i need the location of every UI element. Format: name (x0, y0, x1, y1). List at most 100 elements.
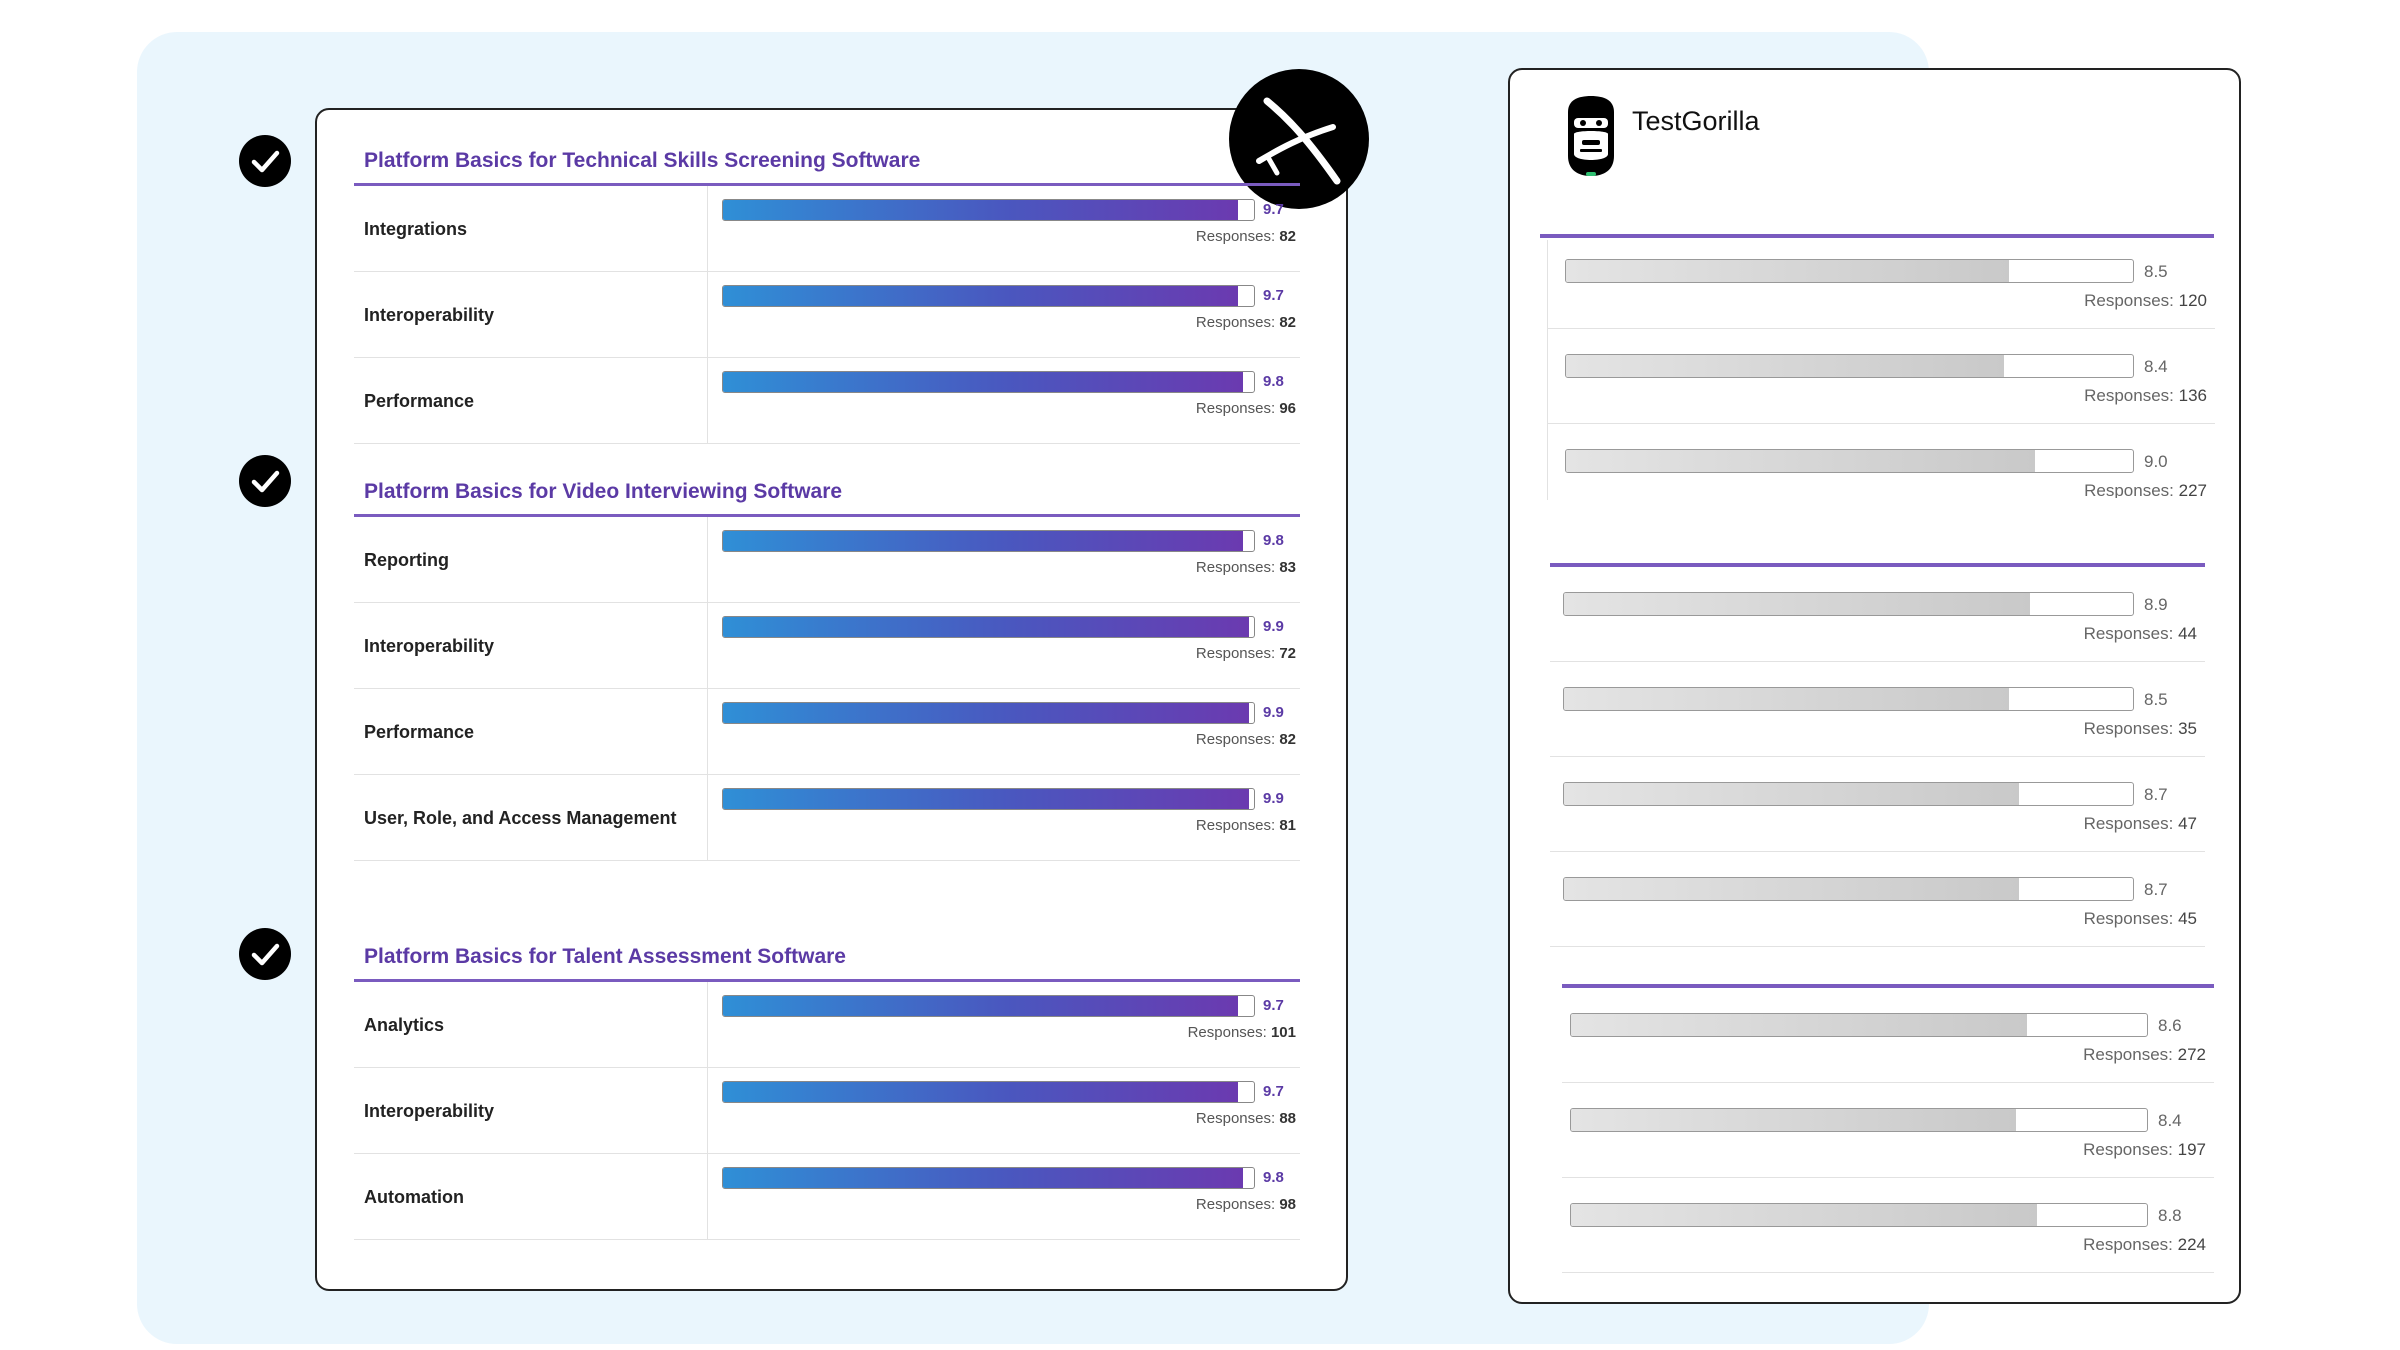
table-row: Performance 9.8 Responses: 96 (354, 358, 1300, 444)
bar-value-label: 9.7 (1263, 997, 1284, 1014)
responses-prefix: Responses: (1195, 731, 1280, 748)
responses-count: 82 (1279, 314, 1296, 331)
responses-label: Responses: 82 (1196, 731, 1296, 748)
table-row: 8.8 Responses: 224 (1562, 1178, 2214, 1273)
bar-track (722, 1081, 1255, 1103)
bar (723, 531, 1244, 551)
responses-count: 72 (1279, 645, 1296, 662)
table-row: 9.0 Responses: 227 (1547, 424, 2215, 498)
brand-name: TestGorilla (1632, 106, 1760, 136)
bar-value-label: 9.8 (1263, 373, 1284, 390)
bar-track (722, 285, 1255, 307)
bar (1571, 1204, 2038, 1226)
right-section-1 (1540, 234, 2214, 238)
table-row: 8.7 Responses: 47 (1550, 757, 2205, 852)
bar (723, 1082, 1239, 1102)
row-label: Interoperability (364, 636, 495, 656)
table-row: User, Role, and Access Management 9.9 Resp… (354, 775, 1300, 861)
responses-label: Responses: 35 (2084, 719, 2197, 739)
table-row: 8.4 Responses: 136 (1547, 329, 2215, 424)
row-label: Interoperability (364, 305, 495, 325)
bar (1566, 355, 2005, 377)
table-row: 8.4 Responses: 197 (1562, 1083, 2214, 1178)
bar (1564, 593, 2030, 615)
bar-rows: Analytics 9.7 Responses: 101 Interoperabili… (354, 982, 1300, 1240)
table-row: Automation 9.8 Responses: 98 (354, 1154, 1300, 1240)
responses-label: Responses: 120 (2084, 291, 2207, 311)
section-technical-skills: Platform Basics for Technical Skills Scr… (354, 136, 1300, 444)
check-circle-icon (239, 928, 291, 980)
responses-label: Responses: 81 (1196, 817, 1296, 834)
bar-track (722, 616, 1255, 638)
responses-count: 35 (2178, 719, 2197, 738)
responses-prefix: Responses: (1195, 559, 1280, 576)
column-divider (707, 1154, 708, 1239)
bar-value-label: 9.7 (1263, 201, 1284, 218)
responses-label: Responses: 82 (1196, 314, 1296, 331)
responses-label: Responses: 272 (2083, 1045, 2206, 1065)
section-title: Platform Basics for Video Interviewing S… (354, 467, 1300, 517)
bar-value-label: 9.7 (1263, 287, 1284, 304)
bar (723, 617, 1249, 637)
column-divider (707, 689, 708, 774)
responses-prefix: Responses: (1187, 1024, 1271, 1041)
bar-value-label: 8.6 (2158, 1016, 2182, 1035)
bar-track (722, 995, 1255, 1017)
table-row: 8.6 Responses: 272 (1562, 988, 2214, 1083)
table-row: Integrations 9.7 Responses: 82 (354, 186, 1300, 272)
bar-track (1563, 592, 2134, 616)
bar (723, 789, 1249, 809)
bar-rows: Reporting 9.8 Responses: 83 Interoperabilit… (354, 517, 1300, 861)
bar (723, 200, 1239, 220)
column-divider (707, 186, 708, 271)
responses-count: 272 (2177, 1045, 2206, 1064)
section-accent-line (1550, 563, 2205, 567)
bar-value-label: 9.8 (1263, 1169, 1284, 1186)
bar-track (1570, 1108, 2148, 1132)
row-label: Automation (364, 1187, 464, 1207)
responses-prefix: Responses: (1195, 817, 1280, 834)
responses-prefix: Responses: (1195, 400, 1280, 417)
responses-count: 88 (1279, 1110, 1296, 1127)
bar (1571, 1014, 2027, 1036)
bar-value-label: 8.7 (2144, 785, 2168, 804)
bar (1571, 1109, 2017, 1131)
responses-label: Responses: 227 (2084, 481, 2207, 498)
responses-label: Responses: 96 (1196, 400, 1296, 417)
table-row: 8.9 Responses: 44 (1550, 567, 2205, 662)
gorilla-logo-icon (1562, 94, 1620, 178)
responses-label: Responses: 83 (1196, 559, 1296, 576)
column-divider (707, 358, 708, 443)
responses-prefix: Responses: (1195, 645, 1280, 662)
responses-prefix: Responses: (1195, 1110, 1280, 1127)
bar-track (722, 199, 1255, 221)
row-label: Integrations (364, 219, 468, 239)
section-video-interviewing: Platform Basics for Video Interviewing S… (354, 467, 1300, 861)
bar-track (722, 1167, 1255, 1189)
bar (1564, 688, 2009, 710)
row-label: Performance (364, 391, 475, 411)
responses-label: Responses: 98 (1196, 1196, 1296, 1213)
row-label: User, Role, and Access Management (364, 808, 677, 828)
bar-rows: 8.5 Responses: 120 8.4 Responses: 136 9.0 Res… (1547, 234, 2215, 498)
responses-count: 120 (2178, 291, 2207, 310)
responses-prefix: Responses: (2083, 719, 2179, 738)
bar-rows: 8.6 Responses: 272 8.4 Responses: 197 8.8 Res… (1562, 988, 2214, 1273)
bar-track (1570, 1203, 2148, 1227)
row-label: Analytics (364, 1015, 445, 1035)
bar-value-label: 8.4 (2144, 357, 2168, 376)
bar-value-label: 8.7 (2144, 880, 2168, 899)
responses-count: 81 (1279, 817, 1296, 834)
responses-count: 83 (1279, 559, 1296, 576)
responses-label: Responses: 72 (1196, 645, 1296, 662)
table-row: Interoperability 9.9 Responses: 72 (354, 603, 1300, 689)
table-row: 8.7 Responses: 45 (1550, 852, 2205, 947)
right-section-2: 8.9 Responses: 44 8.5 Responses: 35 8.7 Respo… (1550, 563, 2205, 947)
responses-prefix: Responses: (2084, 291, 2179, 310)
responses-prefix: Responses: (2083, 1140, 2178, 1159)
responses-prefix: Responses: (1195, 1196, 1280, 1213)
bar (1566, 450, 2036, 472)
bar (1564, 878, 2020, 900)
responses-count: 44 (2178, 624, 2197, 643)
responses-prefix: Responses: (2084, 481, 2179, 498)
